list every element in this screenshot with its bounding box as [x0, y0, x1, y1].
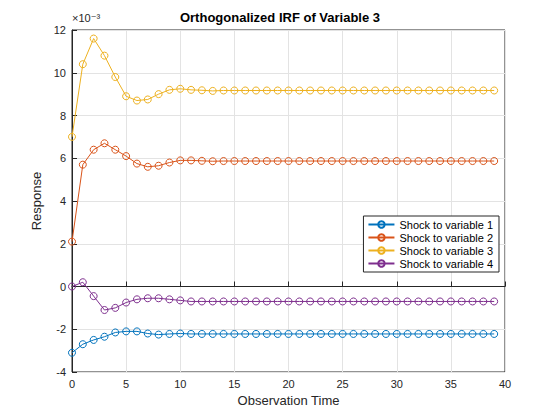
svg-text:Shock to variable 2: Shock to variable 2	[399, 232, 493, 244]
svg-text:12: 12	[54, 24, 66, 36]
svg-text:10: 10	[174, 378, 186, 390]
svg-text:6: 6	[60, 152, 66, 164]
svg-text:Observation Time: Observation Time	[238, 393, 340, 408]
svg-text:Shock to variable 3: Shock to variable 3	[399, 245, 493, 257]
svg-text:4: 4	[60, 195, 66, 207]
svg-text:Response: Response	[29, 172, 44, 231]
svg-text:40: 40	[499, 378, 511, 390]
svg-text:-2: -2	[56, 323, 66, 335]
svg-text:5: 5	[123, 378, 129, 390]
svg-text:35: 35	[445, 378, 457, 390]
svg-text:10: 10	[54, 67, 66, 79]
svg-text:-4: -4	[56, 366, 66, 378]
svg-text:Shock to variable 1: Shock to variable 1	[399, 219, 493, 231]
svg-text:30: 30	[391, 378, 403, 390]
svg-text:8: 8	[60, 110, 66, 122]
svg-text:15: 15	[228, 378, 240, 390]
svg-text:20: 20	[282, 378, 294, 390]
svg-text:Shock to variable 4: Shock to variable 4	[399, 258, 493, 270]
svg-text:0: 0	[60, 281, 66, 293]
svg-text:2: 2	[60, 238, 66, 250]
svg-text:25: 25	[337, 378, 349, 390]
svg-text:0: 0	[69, 378, 75, 390]
svg-text:×10⁻³: ×10⁻³	[72, 12, 100, 24]
svg-text:Orthogonalized IRF of Variable: Orthogonalized IRF of Variable 3	[180, 10, 380, 25]
